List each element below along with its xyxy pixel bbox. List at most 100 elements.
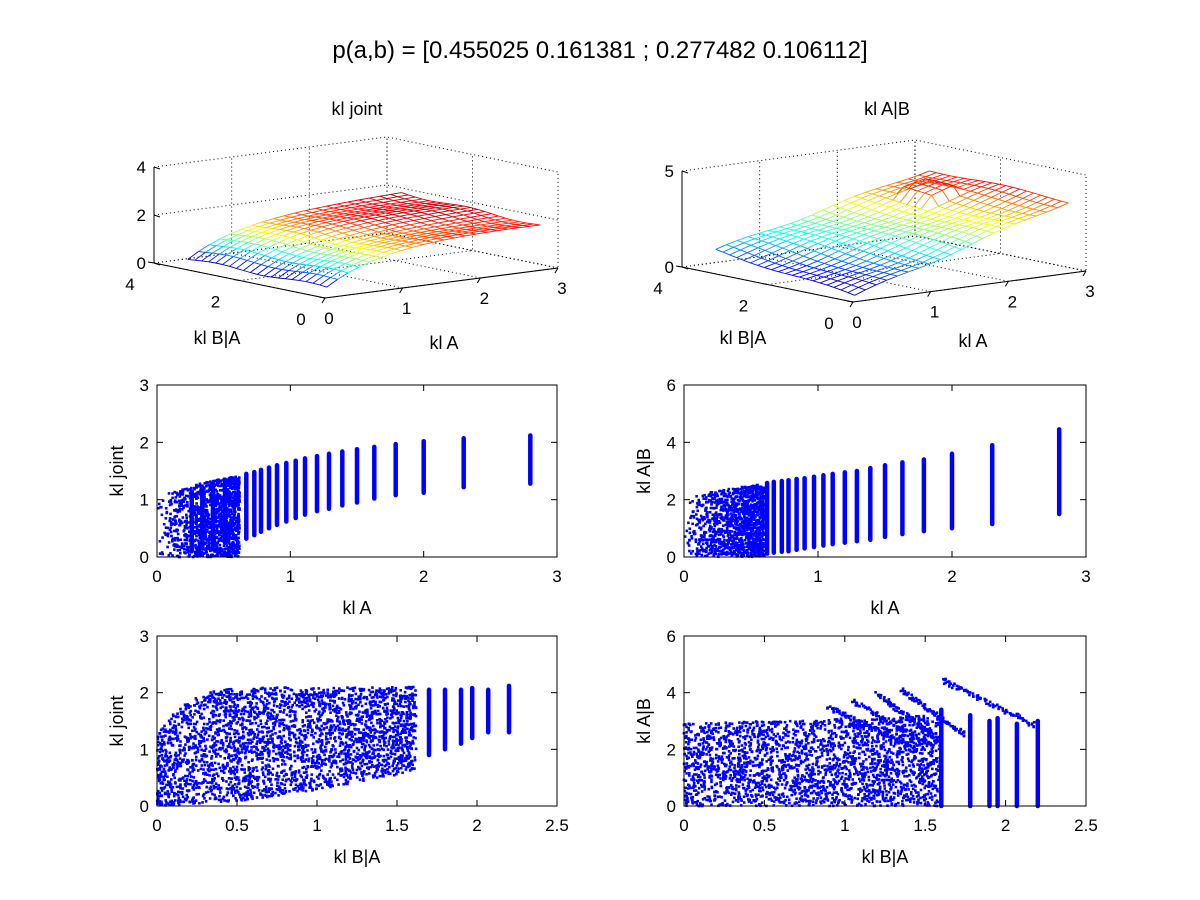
scatter-point bbox=[210, 555, 214, 558]
mesh-segment bbox=[284, 271, 296, 280]
mesh-segment bbox=[977, 187, 989, 194]
mesh-segment bbox=[1005, 195, 1017, 203]
scatter-point bbox=[754, 494, 757, 498]
scatter-point bbox=[754, 541, 757, 544]
mesh-segment bbox=[885, 209, 897, 215]
mesh-segment bbox=[993, 215, 1005, 221]
mesh-segment bbox=[976, 204, 988, 211]
mesh-segment bbox=[368, 213, 376, 216]
mesh-segment bbox=[935, 187, 943, 191]
mesh-segment bbox=[401, 240, 410, 243]
y-tick-label: 2 bbox=[140, 433, 149, 452]
scatter-point bbox=[230, 521, 233, 525]
scatter-point bbox=[226, 522, 230, 526]
mesh-segment bbox=[444, 230, 456, 234]
mesh-segment bbox=[250, 272, 258, 275]
scatter-point bbox=[204, 514, 208, 517]
scatter-point bbox=[157, 502, 161, 506]
mesh-segment bbox=[351, 264, 359, 268]
mesh-segment bbox=[476, 225, 488, 229]
mesh-segment bbox=[892, 199, 901, 203]
scatter-point bbox=[187, 509, 190, 513]
mesh-segment bbox=[778, 271, 786, 274]
mesh-segment bbox=[260, 264, 269, 268]
mesh-segment bbox=[342, 229, 354, 234]
mesh-segment bbox=[306, 250, 315, 253]
mesh-segment bbox=[440, 233, 452, 236]
mesh-segment bbox=[445, 224, 453, 228]
mesh-segment bbox=[937, 220, 945, 223]
mesh-segment bbox=[398, 234, 410, 238]
mesh-segment bbox=[814, 222, 823, 226]
scatter-point bbox=[744, 549, 747, 552]
scatter-point bbox=[193, 539, 197, 543]
mesh-segment bbox=[997, 222, 1009, 228]
scatter-point bbox=[218, 505, 222, 508]
mesh-segment bbox=[962, 205, 971, 209]
mesh-segment bbox=[307, 231, 319, 237]
mesh-segment bbox=[293, 231, 301, 235]
mesh-segment bbox=[886, 275, 898, 281]
mesh-segment bbox=[353, 218, 362, 222]
mesh-segment bbox=[429, 200, 437, 203]
mesh-segment bbox=[469, 230, 481, 234]
mesh-segment bbox=[881, 231, 889, 235]
scatter-point bbox=[205, 538, 208, 542]
mesh-segment bbox=[431, 208, 443, 212]
mesh-segment bbox=[375, 206, 387, 209]
mesh-segment bbox=[410, 213, 418, 217]
mesh-segment bbox=[390, 193, 398, 198]
mesh-segment bbox=[236, 267, 244, 271]
mesh-segment bbox=[826, 284, 835, 288]
mesh-segment bbox=[788, 262, 800, 269]
scatter-point bbox=[742, 510, 745, 513]
mesh-segment bbox=[324, 247, 332, 250]
scatter-point bbox=[208, 530, 212, 534]
mesh-segment bbox=[368, 205, 380, 208]
mesh-segment bbox=[329, 209, 341, 213]
mesh-segment bbox=[453, 205, 464, 209]
mesh-segment bbox=[198, 251, 206, 253]
scatter-point bbox=[231, 523, 234, 526]
mesh-segment bbox=[1022, 212, 1030, 216]
scatter-point bbox=[715, 522, 719, 526]
mesh-segment bbox=[883, 268, 895, 274]
mesh-segment bbox=[356, 234, 368, 238]
mesh-segment bbox=[409, 234, 417, 237]
mesh-segment bbox=[448, 218, 460, 222]
scatter-point bbox=[724, 503, 728, 506]
scatter-point bbox=[717, 520, 720, 523]
mesh-segment bbox=[886, 185, 894, 188]
scatter-point bbox=[205, 520, 208, 524]
mesh-segment bbox=[441, 216, 453, 220]
scatter-point bbox=[233, 494, 236, 498]
mesh-segment bbox=[336, 212, 344, 215]
mesh-segment bbox=[260, 257, 272, 265]
mesh-segment bbox=[306, 259, 318, 266]
mesh-segment bbox=[435, 214, 446, 217]
scatter-point bbox=[236, 546, 239, 550]
mesh-segment bbox=[835, 240, 843, 244]
mesh-segment bbox=[897, 181, 905, 185]
mesh-segment bbox=[347, 201, 356, 205]
z-tick-mark bbox=[153, 262, 161, 266]
mesh-segment bbox=[832, 220, 840, 224]
scatter-point bbox=[751, 496, 755, 500]
mesh-segment bbox=[347, 199, 359, 203]
mesh-segment bbox=[902, 224, 910, 227]
mesh-segment bbox=[845, 253, 853, 257]
scatter-point bbox=[207, 481, 210, 484]
mesh-segment bbox=[970, 186, 982, 192]
scatter-point bbox=[231, 487, 234, 490]
scatter-point bbox=[208, 488, 211, 491]
mesh-segment bbox=[823, 276, 831, 280]
mesh-segment bbox=[879, 195, 887, 199]
scatter-point bbox=[217, 524, 220, 528]
mesh-segment bbox=[1015, 190, 1027, 197]
mesh-segment bbox=[439, 203, 451, 206]
mesh-segment bbox=[463, 212, 475, 216]
mesh-segment bbox=[887, 250, 895, 254]
x-tick-label: 3 bbox=[1085, 282, 1094, 301]
